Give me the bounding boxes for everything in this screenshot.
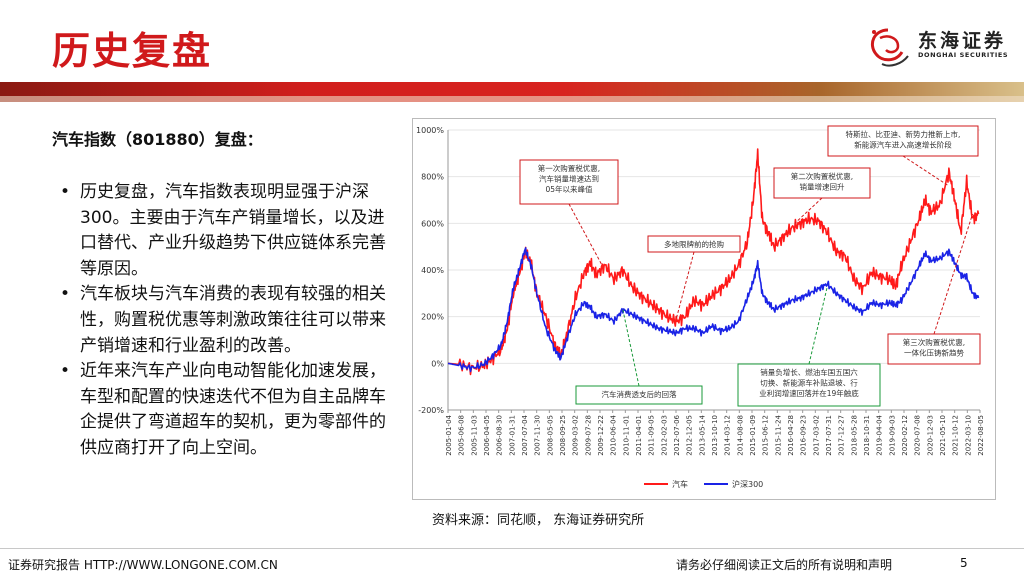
company-logo: 东海证券 DONGHAI SECURITIES (862, 24, 1012, 72)
x-tick-label: 2014-08-08 (736, 415, 744, 456)
annotation-text: 05年以来峰值 (545, 184, 593, 194)
x-tick-label: 2017-12-27 (838, 415, 846, 456)
annotation-leader (622, 309, 640, 387)
subheading: 汽车指数（801880）复盘： (52, 130, 263, 149)
x-tick-label: 2020-12-03 (926, 415, 934, 456)
x-tick-label: 2014-03-12 (724, 415, 732, 456)
annotation-leader (568, 203, 603, 266)
y-tick-label: 1000% (416, 126, 444, 135)
x-tick-label: 2018-05-28 (850, 415, 858, 456)
series-line-hs300 (447, 247, 980, 373)
bullet-item: 历史复盘，汽车指数表现明显强于沪深300。主要由于汽车产销量增长，以及进口替代、… (60, 180, 400, 282)
footer-divider (0, 548, 1024, 549)
annotation-box (773, 167, 871, 199)
x-tick-label: 2007-07-04 (521, 414, 529, 455)
y-tick-label: 600% (421, 219, 444, 228)
annotation-leader (902, 155, 950, 187)
annotation-box (737, 363, 881, 407)
annotation-text: 第三次购置税优惠, (903, 337, 965, 347)
x-tick-label: 2009-12-22 (597, 415, 605, 456)
x-tick-label: 2007-01-31 (508, 415, 516, 456)
x-tick-label: 2019-04-04 (876, 414, 884, 455)
x-tick-label: 2007-11-30 (534, 415, 542, 456)
bullet-list: 历史复盘，汽车指数表现明显强于沪深300。主要由于汽车产销量增长，以及进口替代、… (60, 180, 400, 462)
annotation-text: 业利润增速回落并在19年触底 (759, 388, 859, 398)
x-tick-label: 2012-02-03 (660, 415, 668, 456)
x-tick-label: 2008-09-25 (559, 415, 567, 456)
logo-emblem-icon (871, 28, 909, 67)
bullet-item: 近年来汽车产业向电动智能化加速发展，车型和配置的快速迭代不但为自主品牌车企提供了… (60, 359, 400, 461)
x-tick-label: 2013-05-14 (698, 414, 706, 455)
x-tick-label: 2006-04-05 (483, 415, 491, 456)
annotation-box (647, 235, 741, 253)
x-tick-label: 2010-06-04 (610, 414, 618, 455)
annotation-text: 第二次购置税优惠, (791, 171, 853, 181)
x-tick-label: 2011-04-01 (635, 415, 643, 456)
footer-disclaimer: 请务必仔细阅读正文后的所有说明和声明 (676, 558, 893, 572)
x-tick-label: 2022-08-05 (977, 415, 985, 456)
annotation-box (827, 125, 979, 157)
x-tick-label: 2013-10-10 (711, 415, 719, 456)
x-tick-label: 2020-02-12 (901, 415, 909, 456)
annotation-leader (933, 213, 974, 335)
auto-index-chart: -200% 0% 200% 400% 600% 800% 1000% 2005-01-04 20… (412, 118, 996, 500)
x-tick-label: 2019-09-03 (888, 415, 896, 456)
y-tick-label: 0% (431, 359, 444, 368)
slide-title: 历史复盘 (52, 29, 213, 73)
annotation-text: 汽车消费透支后的回落 (602, 389, 677, 399)
x-tick-label: 2017-03-02 (812, 415, 820, 456)
annotation-box (575, 385, 703, 405)
footer-website: 证券研究报告 HTTP://WWW.LONGONE.COM.CN (8, 558, 278, 572)
y-tick-label: 400% (421, 266, 444, 275)
annotation-text: 特斯拉、比亚迪、新势力推新上市, (846, 129, 961, 139)
x-tick-label: 2008-05-05 (546, 415, 554, 456)
x-tick-label: 2010-11-01 (622, 415, 630, 456)
x-tick-label: 2015-06-12 (762, 415, 770, 456)
x-tick-label: 2011-09-05 (648, 415, 656, 456)
x-tick-label: 2012-07-06 (673, 414, 681, 455)
source-note: 资料来源：同花顺， 东海证券研究所 (432, 513, 645, 528)
x-tick-label: 2017-07-31 (825, 415, 833, 456)
x-tick-label: 2018-10-31 (863, 415, 871, 456)
x-tick-label: 2012-12-05 (686, 415, 694, 456)
bullet-item: 汽车板块与汽车消费的表现有较强的相关性，购置税优惠等刺激政策往往可以带来产销增速… (60, 282, 400, 359)
x-tick-label: 2022-03-10 (964, 415, 972, 456)
annotation-text: 切换、新能源车补贴退坡、行 (760, 378, 858, 388)
x-tick-label: 2015-11-24 (774, 414, 782, 455)
page-number: 5 (960, 556, 968, 570)
x-tick-label: 2005-01-04 (445, 414, 453, 455)
x-tick-label: 2016-09-23 (800, 415, 808, 456)
annotation-text: 汽车销量增速达到 (539, 174, 599, 184)
annotation-box (887, 333, 981, 365)
annotation-text: 一体化压铸新趋势 (904, 348, 964, 358)
legend-label-auto: 汽车 (672, 479, 688, 489)
y-tick-label: 200% (421, 313, 444, 322)
x-tick-label: 2006-08-30 (496, 415, 504, 456)
x-tick-label: 2016-04-28 (787, 415, 795, 456)
header-band-fade (0, 96, 1024, 102)
y-tick-label: 800% (421, 173, 444, 182)
x-tick-label: 2009-07-28 (584, 415, 592, 456)
y-tick-label: -200% (418, 406, 444, 415)
x-tick-label: 2015-01-09 (749, 415, 757, 456)
legend-label-hs300: 沪深300 (732, 479, 763, 489)
logo-name: 东海证券 (918, 30, 1007, 52)
x-tick-label: 2005-11-03 (470, 415, 478, 456)
annotation-text: 第一次购置税优惠, (538, 163, 600, 173)
logo-english-name: DONGHAI SECURITIES (918, 51, 1009, 59)
annotation-leader (794, 197, 823, 224)
x-tick-label: 2009-03-02 (572, 415, 580, 456)
x-tick-label: 2021-05-10 (939, 415, 947, 456)
annotation-text: 销量增速回升 (800, 182, 845, 192)
annotation-box (519, 159, 619, 205)
x-tick-label: 2020-07-08 (914, 415, 922, 456)
annotation-text: 销量负增长、燃油车国五国六 (760, 367, 858, 377)
annotation-text: 新能源汽车进入高速增长阶段 (854, 140, 952, 150)
x-tick-label: 2005-06-08 (458, 415, 466, 456)
annotation-leader (808, 286, 828, 365)
annotation-text: 多地限牌前的抢购 (664, 239, 724, 249)
annotation-leader (675, 251, 695, 320)
x-tick-label: 2021-10-12 (952, 415, 960, 456)
